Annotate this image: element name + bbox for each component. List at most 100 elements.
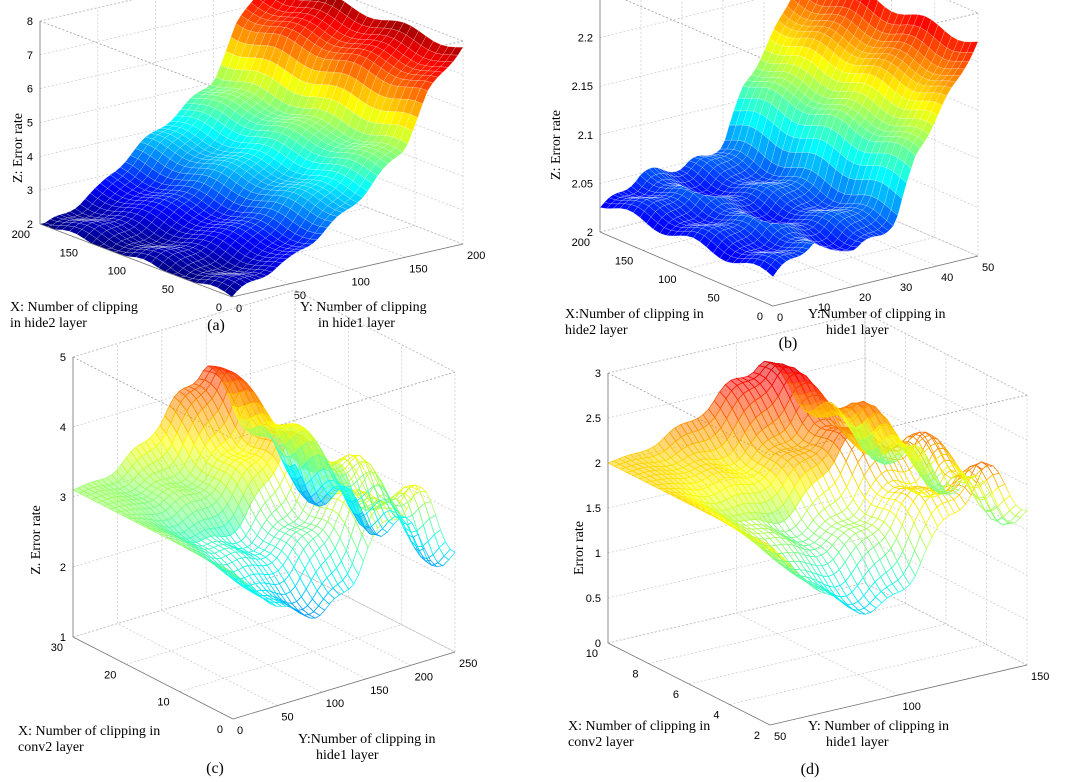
top-back-edge bbox=[607, 312, 1028, 396]
y-axis-line bbox=[231, 243, 464, 298]
y-tick-label: 200 bbox=[467, 250, 485, 262]
z-tick-label: 3 bbox=[60, 492, 66, 504]
y-axis-label-line: Y: Number of clipping bbox=[300, 300, 427, 315]
x-axis-label-line: conv2 layer bbox=[18, 740, 84, 755]
y-tick-label: 200 bbox=[415, 671, 433, 683]
y-tick-label: 20 bbox=[859, 292, 871, 304]
z-tick-label: 6 bbox=[27, 84, 33, 96]
y-tick-label: 0 bbox=[237, 725, 243, 737]
z-tick-label: 2.2 bbox=[578, 33, 593, 45]
x-tick-label: 200 bbox=[572, 237, 590, 249]
x-tick-label: 8 bbox=[632, 669, 638, 681]
y-axis-label-line: hide1 layer bbox=[826, 735, 889, 750]
y-axis-line bbox=[769, 664, 1028, 726]
x-gridline bbox=[772, 13, 979, 307]
y-tick-label: 150 bbox=[409, 263, 427, 275]
y-tick-label: 40 bbox=[941, 272, 953, 284]
z-tick-label: 0.5 bbox=[586, 593, 601, 605]
y-tick-label: 50 bbox=[774, 731, 786, 743]
x-tick-label: 2 bbox=[754, 730, 760, 742]
error-surface bbox=[599, 0, 979, 278]
z-tick-label: 1 bbox=[595, 548, 601, 560]
x-tick-label: 0 bbox=[217, 724, 223, 736]
y-tick-label: 100 bbox=[352, 277, 370, 289]
x-tick-label: 0 bbox=[757, 311, 763, 323]
y-tick-label: 150 bbox=[1031, 671, 1049, 683]
x-tick-label: 200 bbox=[12, 229, 30, 241]
y-tick-label: 50 bbox=[294, 290, 306, 302]
panel-caption: (a) bbox=[207, 317, 225, 334]
y-tick-label: 150 bbox=[370, 685, 388, 697]
axis-lines bbox=[39, 21, 464, 298]
z-tick-label: 2.15 bbox=[572, 81, 593, 93]
surface-cell bbox=[282, 0, 296, 7]
x-tick-label: 10 bbox=[586, 648, 598, 660]
surface-cell bbox=[317, 0, 328, 4]
z-axis-label: Z: Error rate bbox=[549, 110, 564, 180]
x-axis-label-line: hide2 layer bbox=[565, 323, 628, 338]
y-axis-label-line: Y:Number of clipping in bbox=[298, 732, 436, 747]
top-left-edge bbox=[39, 20, 233, 95]
z-tick-label: 1.5 bbox=[586, 503, 601, 515]
x-axis-label-line: X:Number of clipping in bbox=[565, 307, 704, 322]
y-gridline bbox=[640, 0, 815, 297]
y-axis-label-line: Y:Number of clipping in bbox=[808, 307, 946, 322]
z-tick-label: 2 bbox=[60, 562, 66, 574]
x-tick-label: 150 bbox=[60, 247, 78, 259]
x-tick-label: 6 bbox=[673, 689, 679, 701]
surface-cell bbox=[260, 0, 266, 3]
x-tick-label: 4 bbox=[713, 710, 719, 722]
x-axis-line bbox=[39, 223, 233, 298]
z-gridline bbox=[607, 312, 1028, 396]
z-gridline bbox=[599, 181, 979, 257]
z-tick-label: 2 bbox=[27, 219, 33, 231]
error-surface bbox=[39, 0, 464, 298]
y-tick-label: 100 bbox=[903, 701, 921, 713]
x-tick-label: 100 bbox=[658, 274, 676, 286]
x-tick-label: 0 bbox=[216, 302, 222, 314]
surface-cell bbox=[297, 0, 304, 1]
z-axis-label: Error rate bbox=[572, 521, 587, 575]
x-tick-label: 100 bbox=[108, 266, 126, 278]
surface-cell bbox=[450, 46, 464, 56]
y-tick-label: 250 bbox=[459, 658, 477, 670]
x-tick-label: 50 bbox=[162, 284, 174, 296]
z-tick-label: 4 bbox=[60, 422, 66, 434]
x-tick-label: 150 bbox=[615, 256, 633, 268]
x-axis-label-line: X: Number of clipping in bbox=[568, 719, 710, 734]
x-tick-label: 50 bbox=[708, 293, 720, 305]
x-axis-line bbox=[72, 636, 234, 720]
z-axis-label: Z: Error rate bbox=[11, 113, 26, 183]
y-tick-label: 0 bbox=[777, 312, 783, 324]
z-tick-label: 5 bbox=[60, 352, 66, 364]
surface-cell bbox=[275, 0, 287, 5]
z-tick-label: 2.05 bbox=[572, 178, 593, 190]
z-axis-label: Z. Error rate bbox=[29, 505, 44, 575]
x-axis-label-line: in hide2 layer bbox=[10, 316, 87, 331]
x-axis-label-line: X: Number of clipping bbox=[10, 300, 138, 315]
x-tick-label: 30 bbox=[51, 642, 63, 654]
z-tick-label: 2 bbox=[595, 458, 601, 470]
z-gridline bbox=[39, 0, 464, 42]
y-tick-label: 0 bbox=[236, 303, 242, 315]
y-axis-label-line: Y: Number of clipping in bbox=[808, 719, 949, 734]
panel-caption: (d) bbox=[801, 761, 820, 778]
z-tick-label: 2.1 bbox=[578, 130, 593, 142]
x-tick-label: 20 bbox=[104, 669, 116, 681]
y-axis-label-line: hide1 layer bbox=[826, 323, 889, 338]
panel-caption: (b) bbox=[779, 335, 798, 352]
panel-caption: (c) bbox=[206, 760, 224, 777]
mesh-surface bbox=[72, 365, 456, 619]
z-tick-label: 4 bbox=[27, 151, 33, 163]
x-axis-line bbox=[607, 642, 771, 726]
z-tick-label: 5 bbox=[27, 118, 33, 130]
surface-cell bbox=[309, 0, 319, 2]
y-tick-label: 50 bbox=[281, 712, 293, 724]
panel-b: 22.052.12.152.22.25200150100500010203040… bbox=[549, 0, 994, 352]
x-axis-label-line: X: Number of clipping in bbox=[18, 724, 160, 739]
x-tick-label: 10 bbox=[157, 697, 169, 709]
z-tick-label: 7 bbox=[27, 50, 33, 62]
